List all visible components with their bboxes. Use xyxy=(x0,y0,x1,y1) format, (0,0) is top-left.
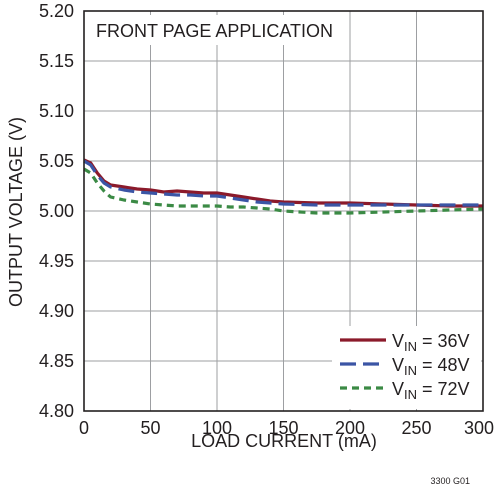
y-tick-label: 4.80 xyxy=(39,401,74,421)
x-tick-label: 300 xyxy=(464,418,494,438)
y-tick-label: 4.95 xyxy=(39,251,74,271)
plot-frame xyxy=(83,10,484,412)
x-tick-label: 250 xyxy=(401,418,431,438)
figure-id: 3300 G01 xyxy=(430,476,470,486)
x-tick-label: 100 xyxy=(202,418,232,438)
x-tick-label: 0 xyxy=(79,418,89,438)
x-tick-label: 50 xyxy=(140,418,160,438)
legend-label-3: VIN = 72V xyxy=(392,379,470,402)
series-lines xyxy=(83,158,484,215)
legend-label-1: VIN = 36V xyxy=(392,331,470,354)
y-tick-label: 5.05 xyxy=(39,151,74,171)
x-tick-label: 200 xyxy=(335,418,365,438)
annotation-background xyxy=(88,15,334,45)
y-tick-label: 5.20 xyxy=(39,1,74,21)
x-tick-label: 150 xyxy=(268,418,298,438)
y-tick-label: 4.90 xyxy=(39,301,74,321)
series-line-1 xyxy=(83,158,483,208)
y-axis-label: OUTPUT VOLTAGE (V) xyxy=(6,117,26,307)
y-tick-label: 4.85 xyxy=(39,351,74,371)
grid-lines xyxy=(83,10,484,412)
y-tick-label: 5.10 xyxy=(39,101,74,121)
x-axis-label: LOAD CURRENT (mA) xyxy=(191,431,377,451)
annotation-text: FRONT PAGE APPLICATION xyxy=(96,21,333,41)
series-line-3 xyxy=(83,167,484,215)
y-tick-labels: 4.80 4.85 4.90 4.95 5.00 5.05 5.10 5.15 5.20 xyxy=(39,1,74,421)
y-tick-label: 5.15 xyxy=(39,51,74,71)
x-tick-labels: 0 50 100 150 200 250 300 xyxy=(79,418,494,438)
legend-label-2: VIN = 48V xyxy=(392,355,470,378)
series-line-2 xyxy=(83,159,483,207)
y-tick-label: 5.00 xyxy=(39,201,74,221)
